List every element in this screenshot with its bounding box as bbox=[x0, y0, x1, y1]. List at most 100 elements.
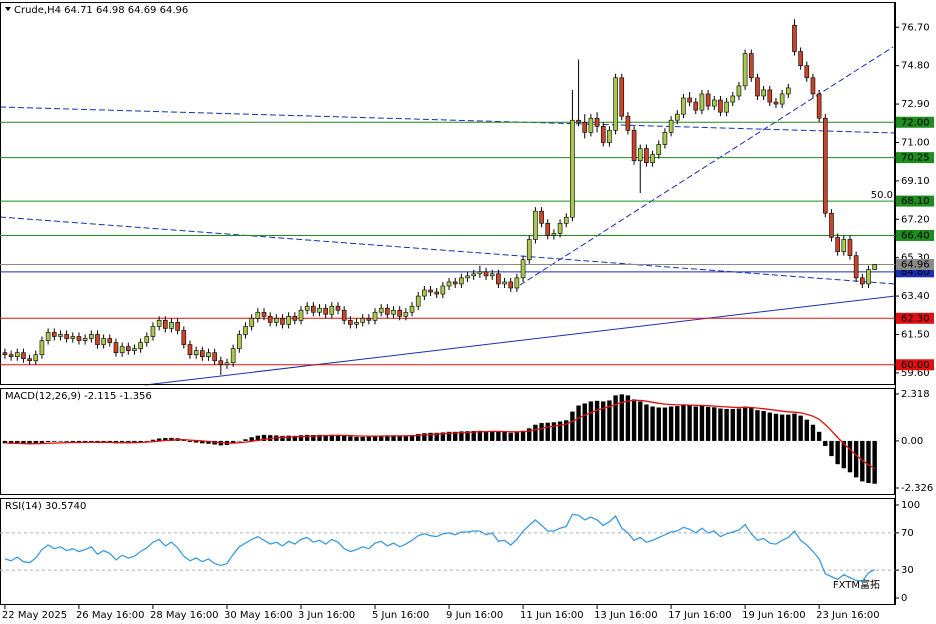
candle-body bbox=[64, 334, 69, 339]
candle-body bbox=[391, 309, 396, 315]
x-tick-label: 3 Jun 16:00 bbox=[298, 610, 355, 621]
y-tick-label: 65.30 bbox=[901, 253, 930, 264]
y-tick-label: 76.70 bbox=[901, 22, 930, 33]
macd-bar bbox=[2, 440, 8, 444]
macd-bar bbox=[243, 439, 248, 441]
macd-bar bbox=[422, 433, 427, 441]
candle-body bbox=[348, 320, 353, 325]
candle-body bbox=[187, 344, 193, 355]
macd-bar bbox=[687, 405, 692, 441]
macd-bar bbox=[668, 406, 674, 441]
candle-body bbox=[45, 332, 51, 341]
macd-bar bbox=[329, 434, 335, 441]
current-price-box bbox=[896, 259, 934, 271]
macd-bar bbox=[471, 430, 476, 441]
candle-body bbox=[699, 93, 705, 111]
macd-bar bbox=[675, 406, 680, 441]
candle-body bbox=[107, 338, 113, 343]
candle-body bbox=[76, 336, 82, 341]
trend-line bbox=[144, 295, 896, 386]
macd-bar bbox=[335, 434, 341, 441]
candle-body bbox=[403, 311, 409, 317]
candle-body bbox=[255, 311, 261, 319]
macd-bar bbox=[545, 422, 550, 441]
macd-bar bbox=[693, 406, 698, 441]
candle-body bbox=[520, 259, 526, 279]
candle-body bbox=[829, 212, 834, 238]
macd-bar bbox=[193, 440, 199, 443]
level-label-box bbox=[896, 229, 934, 241]
x-tick-label: 17 Jun 16:00 bbox=[668, 610, 732, 621]
level-label-box bbox=[896, 152, 934, 164]
level-label-box bbox=[896, 195, 934, 207]
fib-label: 50.0 bbox=[871, 190, 893, 201]
macd-bar bbox=[638, 401, 643, 441]
candle-body bbox=[656, 144, 662, 155]
level-label: 62.30 bbox=[901, 313, 930, 324]
candle-body bbox=[249, 318, 254, 327]
candle-body bbox=[317, 307, 322, 313]
candle-body bbox=[113, 342, 119, 353]
candle-body bbox=[711, 99, 717, 107]
macd-bar bbox=[619, 394, 624, 441]
x-tick-label: 23 Jun 16:00 bbox=[816, 610, 880, 621]
macd-bar bbox=[712, 407, 717, 441]
macd-bar bbox=[317, 434, 322, 441]
macd-bar bbox=[835, 440, 840, 465]
level-label: 66.40 bbox=[901, 230, 930, 241]
candle-body bbox=[860, 277, 865, 285]
macd-bar bbox=[255, 435, 261, 441]
macd-bar bbox=[662, 407, 668, 441]
candle-body bbox=[58, 334, 63, 337]
candle-body bbox=[397, 309, 402, 317]
level-label-box bbox=[896, 266, 934, 278]
macd-bar bbox=[508, 432, 513, 441]
macd-bar bbox=[354, 436, 359, 441]
candle-body bbox=[594, 117, 600, 127]
candle-body bbox=[39, 340, 45, 355]
macd-bar bbox=[866, 440, 871, 484]
candle-body bbox=[341, 309, 347, 321]
macd-bar bbox=[705, 406, 711, 441]
trend-line bbox=[519, 46, 894, 286]
level-label-box bbox=[896, 116, 934, 128]
macd-bar bbox=[416, 434, 421, 441]
candle-body bbox=[619, 77, 625, 117]
candle-body bbox=[2, 352, 8, 355]
candle-body bbox=[866, 269, 871, 285]
macd-bar bbox=[323, 435, 328, 441]
macd-bar bbox=[434, 432, 439, 441]
candle-body bbox=[545, 223, 551, 236]
panel-frame bbox=[0, 388, 895, 495]
candle-body bbox=[483, 271, 489, 277]
macd-bar bbox=[378, 435, 384, 441]
candle-body bbox=[822, 117, 828, 214]
macd-bar bbox=[730, 408, 735, 441]
macd-bar bbox=[76, 440, 82, 443]
candle-body bbox=[230, 348, 236, 364]
candle-body bbox=[761, 89, 766, 97]
macd-bar bbox=[119, 440, 125, 444]
macd-bar bbox=[64, 440, 69, 442]
candle-body bbox=[631, 130, 637, 161]
macd-bar bbox=[385, 435, 390, 441]
macd-bar bbox=[459, 431, 464, 441]
macd-bar bbox=[779, 414, 785, 441]
candle-body bbox=[687, 97, 692, 103]
candle-body bbox=[526, 239, 532, 260]
candle-body bbox=[206, 352, 211, 358]
candle-body bbox=[354, 322, 359, 325]
candle-body bbox=[736, 85, 742, 97]
candle-body bbox=[415, 295, 421, 307]
y-tick-label: 74.80 bbox=[901, 61, 930, 72]
candle-body bbox=[785, 87, 791, 95]
y-tick-label: 0 bbox=[901, 593, 907, 604]
candle-body bbox=[773, 101, 779, 105]
macd-bar bbox=[311, 435, 316, 441]
macd-bar bbox=[520, 430, 526, 441]
candle-body bbox=[582, 121, 588, 133]
macd-bar bbox=[8, 440, 14, 444]
candle-body bbox=[607, 130, 612, 143]
candle-body bbox=[681, 97, 686, 115]
